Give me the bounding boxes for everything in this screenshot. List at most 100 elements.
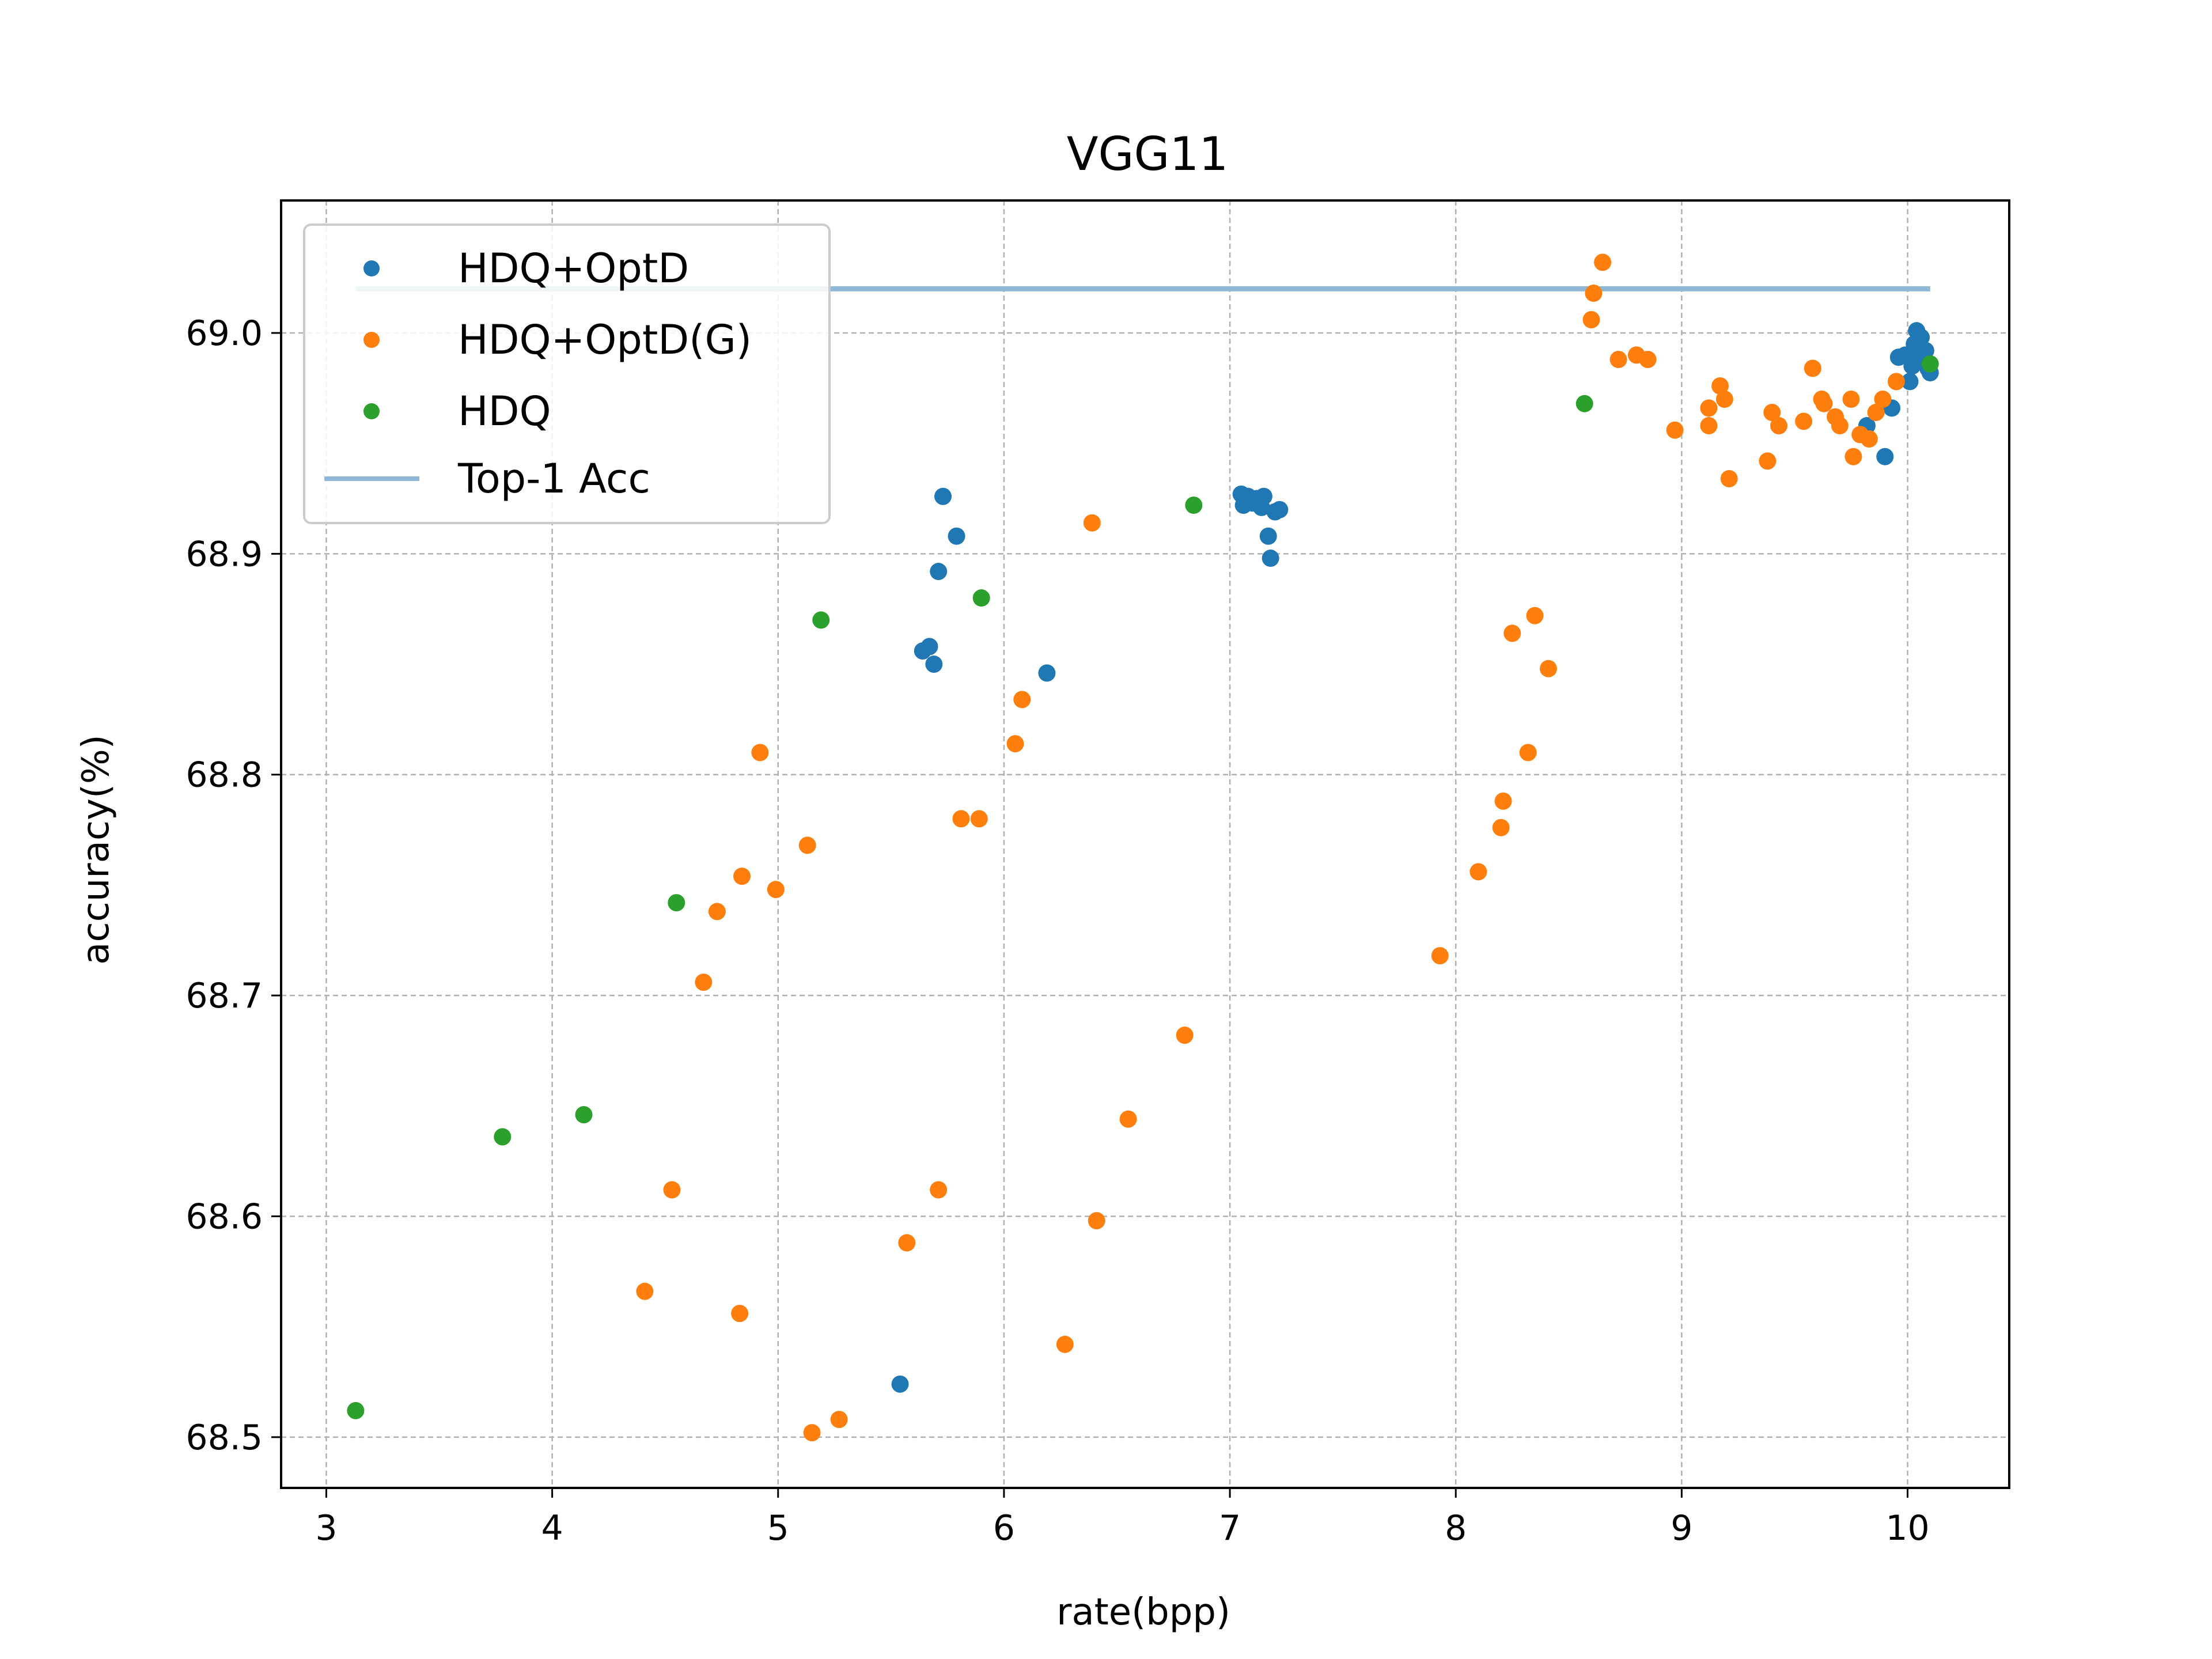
data-point-hdq-optd	[1912, 328, 1930, 346]
series-hdq-optd-g	[636, 253, 1905, 1442]
data-point-hdq-optd-g	[1887, 373, 1905, 391]
data-point-hdq-optd	[1259, 527, 1277, 545]
data-point-hdq-optd-g	[1006, 735, 1024, 753]
data-point-hdq-optd-g	[1795, 412, 1813, 430]
data-point-hdq-optd-g	[1013, 691, 1031, 709]
data-point-hdq-optd-g	[1492, 819, 1510, 836]
data-point-hdq-optd-g	[733, 868, 751, 885]
chart-title: VGG11	[1067, 127, 1229, 181]
x-tick-label: 4	[541, 1508, 563, 1548]
data-point-hdq-optd-g	[1867, 404, 1885, 422]
data-point-hdq-optd-g	[1844, 448, 1862, 465]
data-point-hdq-optd-g	[1860, 430, 1878, 448]
data-point-hdq-optd-g	[898, 1234, 916, 1252]
data-point-hdq-optd-g	[930, 1181, 948, 1199]
x-tick-label: 9	[1671, 1508, 1692, 1548]
legend-label-hdq-optd: HDQ+OptD	[458, 245, 689, 292]
x-axis-ticks: 3 4 5 6 7 8 9 10	[315, 1488, 1930, 1548]
data-point-hdq-optd-g	[1526, 607, 1544, 624]
data-point-hdq-optd-g	[1666, 421, 1684, 439]
legend-marker-hdq-optd	[363, 260, 380, 276]
data-point-hdq	[494, 1128, 512, 1146]
data-point-hdq-optd-g	[1582, 311, 1600, 329]
data-point-hdq-optd-g	[695, 974, 713, 991]
data-point-hdq-optd	[930, 563, 948, 581]
data-point-hdq-optd-g	[1519, 744, 1537, 762]
data-point-hdq-optd-g	[1639, 351, 1657, 369]
series-hdq	[347, 355, 1939, 1419]
x-tick-label: 8	[1445, 1508, 1467, 1548]
data-point-hdq-optd	[1876, 448, 1894, 465]
data-point-hdq-optd-g	[751, 744, 769, 762]
data-point-hdq-optd	[948, 527, 965, 545]
data-point-hdq-optd-g	[1700, 417, 1718, 435]
data-point-hdq-optd	[1901, 373, 1919, 391]
data-point-hdq-optd-g	[1503, 624, 1521, 642]
x-tick-label: 7	[1219, 1508, 1241, 1548]
data-point-hdq-optd-g	[636, 1282, 654, 1300]
data-point-hdq-optd-g	[1469, 863, 1487, 881]
data-point-hdq	[972, 589, 990, 607]
data-point-hdq-optd-g	[1088, 1212, 1105, 1230]
data-point-hdq-optd	[1262, 550, 1279, 567]
data-point-hdq-optd-g	[952, 810, 970, 828]
data-point-hdq-optd-g	[1759, 452, 1777, 470]
legend-marker-hdq	[363, 403, 380, 419]
data-point-hdq-optd	[921, 638, 938, 656]
data-point-hdq-optd-g	[1540, 660, 1557, 677]
data-point-hdq-optd-g	[1770, 417, 1787, 435]
data-point-hdq	[812, 611, 830, 629]
data-point-hdq-optd	[1038, 664, 1056, 682]
data-point-hdq	[1921, 355, 1939, 373]
data-point-hdq-optd-g	[1700, 399, 1718, 417]
data-point-hdq-optd	[1255, 487, 1272, 505]
data-point-hdq-optd-g	[1711, 377, 1729, 395]
y-tick-label: 68.6	[185, 1196, 263, 1237]
data-point-hdq-optd-g	[767, 881, 785, 899]
legend-marker-hdq-optd-g	[363, 332, 380, 348]
data-point-hdq	[1575, 395, 1593, 412]
x-tick-label: 10	[1885, 1508, 1929, 1548]
data-point-hdq-optd	[891, 1375, 909, 1393]
legend-label-hdq-optd-g: HDQ+OptD(G)	[458, 316, 752, 363]
data-point-hdq-optd-g	[1594, 253, 1612, 271]
data-point-hdq-optd-g	[1763, 404, 1781, 422]
data-point-hdq	[347, 1402, 365, 1419]
data-point-hdq-optd-g	[830, 1411, 848, 1429]
data-point-hdq-optd-g	[1119, 1110, 1137, 1128]
data-point-hdq-optd-g	[1609, 351, 1627, 369]
data-point-hdq-optd-g	[731, 1305, 749, 1323]
data-point-hdq-optd	[1271, 501, 1289, 518]
data-point-hdq	[575, 1106, 593, 1124]
legend-frame	[303, 224, 831, 524]
legend-label-hdq: HDQ	[458, 388, 551, 435]
data-point-hdq	[668, 894, 685, 912]
data-point-hdq-optd-g	[1585, 285, 1603, 302]
data-point-hdq-optd-g	[1842, 391, 1860, 408]
x-axis-label: rate(bpp)	[1056, 1591, 1230, 1634]
data-point-hdq-optd-g	[1431, 947, 1449, 965]
data-point-hdq-optd-g	[663, 1181, 681, 1199]
data-point-hdq-optd-g	[1083, 514, 1101, 532]
data-point-hdq-optd-g	[798, 836, 816, 854]
grid-layer	[281, 200, 2009, 1488]
data-point-hdq-optd-g	[1804, 359, 1821, 377]
data-point-hdq-optd-g	[1720, 470, 1738, 488]
data-point-hdq-optd-g	[1715, 391, 1733, 408]
y-tick-label: 68.7	[185, 976, 263, 1016]
plot-frame	[280, 199, 2010, 1489]
x-tick-label: 5	[767, 1508, 789, 1548]
data-point-hdq	[1185, 497, 1203, 514]
data-point-hdq-optd-g	[1056, 1335, 1074, 1353]
y-tick-label: 68.5	[185, 1418, 263, 1458]
data-point-hdq-optd-g	[1815, 395, 1833, 412]
y-tick-label: 69.0	[185, 313, 263, 354]
y-axis-label: accuracy(%)	[75, 734, 118, 965]
legend-label-top1-acc: Top-1 Acc	[457, 455, 650, 502]
data-point-hdq-optd-g	[803, 1424, 821, 1442]
points-layer	[347, 253, 1939, 1442]
data-point-hdq-optd-g	[1494, 792, 1512, 810]
data-point-hdq-optd-g	[1831, 417, 1849, 435]
x-tick-label: 6	[993, 1508, 1015, 1548]
